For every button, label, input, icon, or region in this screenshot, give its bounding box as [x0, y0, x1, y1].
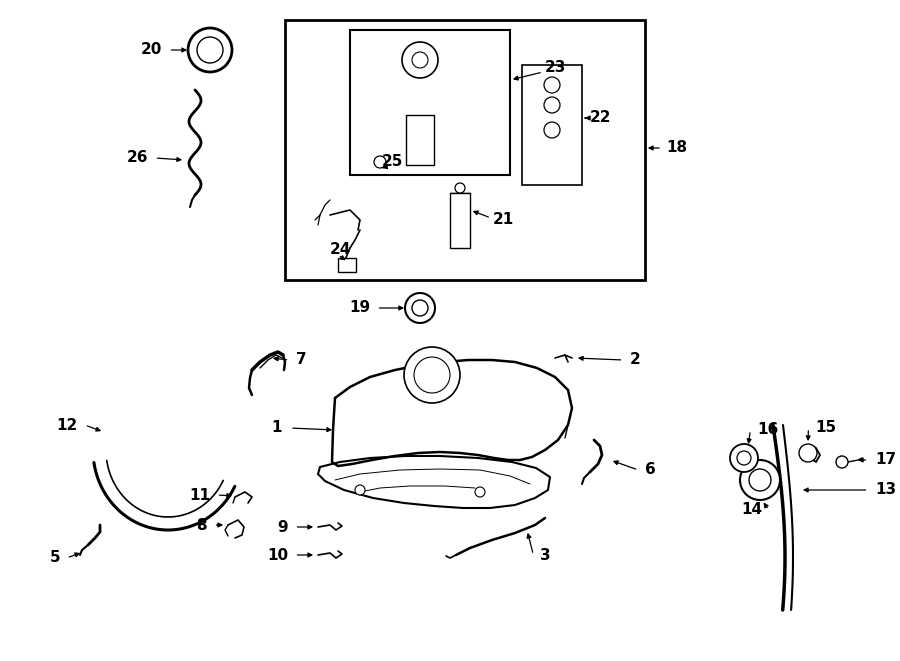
Text: 22: 22	[590, 110, 611, 126]
Circle shape	[544, 97, 560, 113]
Polygon shape	[318, 456, 550, 508]
Text: 18: 18	[666, 141, 687, 155]
Circle shape	[455, 183, 465, 193]
Text: 1: 1	[272, 420, 282, 436]
Circle shape	[414, 357, 450, 393]
Text: 21: 21	[493, 212, 514, 227]
Text: 16: 16	[757, 422, 778, 438]
Text: 25: 25	[382, 155, 403, 169]
Text: 9: 9	[277, 520, 288, 535]
Circle shape	[544, 122, 560, 138]
Text: 11: 11	[189, 488, 210, 502]
Text: 8: 8	[196, 518, 207, 533]
Circle shape	[740, 460, 780, 500]
Circle shape	[404, 347, 460, 403]
Text: 19: 19	[349, 301, 370, 315]
Bar	[406, 115, 434, 165]
Circle shape	[749, 469, 771, 491]
Circle shape	[402, 42, 438, 78]
Circle shape	[730, 444, 758, 472]
Bar	[522, 65, 582, 185]
Text: 10: 10	[267, 547, 288, 563]
Text: 6: 6	[645, 463, 656, 477]
Circle shape	[412, 52, 428, 68]
Text: 26: 26	[127, 151, 148, 165]
Text: 20: 20	[140, 42, 162, 58]
Text: 13: 13	[875, 483, 896, 498]
Text: 7: 7	[296, 352, 307, 368]
Bar	[285, 20, 645, 280]
Circle shape	[188, 28, 232, 72]
Circle shape	[412, 300, 428, 316]
Text: 14: 14	[741, 502, 762, 518]
Text: 5: 5	[50, 551, 60, 566]
Circle shape	[836, 456, 848, 468]
Text: 17: 17	[875, 453, 896, 467]
Circle shape	[374, 156, 386, 168]
Text: 15: 15	[815, 420, 836, 436]
Circle shape	[405, 293, 435, 323]
Bar	[350, 30, 510, 175]
Circle shape	[475, 487, 485, 497]
Circle shape	[799, 444, 817, 462]
Bar	[450, 193, 470, 248]
Circle shape	[197, 37, 223, 63]
Polygon shape	[332, 360, 572, 466]
Circle shape	[544, 77, 560, 93]
Text: 23: 23	[545, 61, 566, 75]
Text: 3: 3	[540, 547, 551, 563]
Text: 2: 2	[630, 352, 641, 368]
Circle shape	[355, 485, 365, 495]
Text: 24: 24	[330, 243, 351, 258]
Bar	[338, 258, 356, 272]
Circle shape	[737, 451, 751, 465]
Text: 12: 12	[57, 418, 78, 432]
